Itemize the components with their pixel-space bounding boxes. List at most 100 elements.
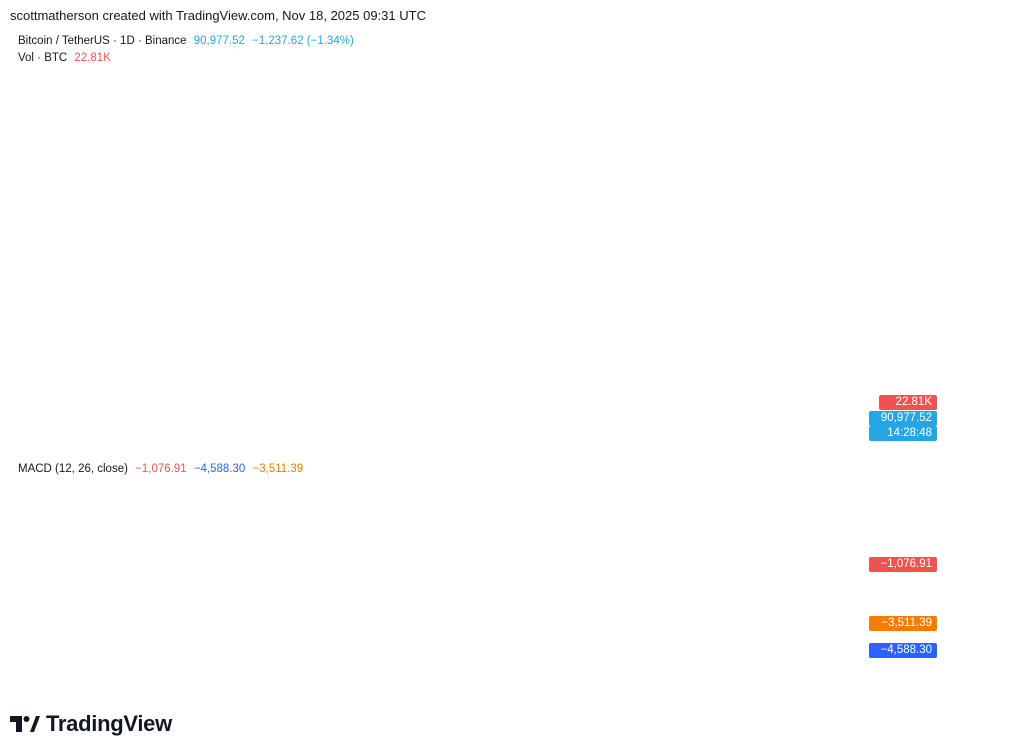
volume-bar [113, 396, 120, 454]
volume-bar [159, 414, 165, 454]
macd-hist-bar [121, 532, 127, 538]
macd-hist-bar [463, 537, 469, 543]
volume-bar [463, 419, 469, 454]
macd-line-tag: −4,588.30 [869, 643, 937, 658]
volume-bar [242, 419, 249, 454]
volume-bar [744, 391, 750, 454]
macd-hist-value: −1,076.91 [135, 463, 187, 475]
volume-bar [554, 389, 560, 454]
macd-hist-bar [721, 536, 728, 538]
symbol-name[interactable]: Bitcoin / TetherUS · 1D · Binance [18, 35, 187, 47]
volume-bar [14, 403, 21, 454]
volume-bar [68, 419, 74, 454]
macd-hist-bar [683, 529, 690, 538]
macd-hist-bar [136, 537, 142, 543]
volume-bar [121, 410, 127, 454]
macd-hist-bar [326, 530, 332, 538]
volume-bar [235, 414, 241, 454]
volume-bar [144, 414, 150, 454]
macd-hist-bar [645, 537, 652, 539]
volume-bar [622, 385, 629, 454]
volume-bar [805, 385, 811, 454]
volume-bar [379, 417, 386, 454]
macd-hist-bar [349, 527, 355, 538]
volume-tag: 22.81K [879, 395, 937, 410]
macd-hist-bar [600, 537, 606, 570]
macd-hist-bar [448, 537, 454, 547]
macd-tick-label: 0.00 [980, 531, 1004, 545]
macd-hist-bar [752, 537, 758, 552]
volume-bar [782, 408, 788, 454]
macd-hist-bar [638, 537, 644, 547]
volume-bar [676, 419, 682, 454]
volume-bar [440, 417, 446, 454]
macd-hist-bar [151, 537, 158, 549]
countdown-tag: 14:28:48 [869, 426, 937, 441]
volume-bar [569, 396, 576, 454]
chart-credit: scottmatherson created with TradingView.… [10, 8, 426, 23]
macd-hist-bar [45, 537, 51, 560]
volume-bar [334, 419, 340, 454]
macd-hist-bar [227, 537, 234, 556]
macd-hist-bar [843, 537, 849, 564]
volume-bar [615, 391, 621, 454]
macd-hist-bar [197, 537, 203, 553]
macd-hist-bar [242, 537, 249, 549]
volume-bar [356, 417, 363, 454]
volume-bar [820, 405, 826, 454]
volume-bar [311, 419, 317, 454]
volume-bar [607, 405, 614, 454]
volume-bar [828, 389, 834, 454]
volume-bar [729, 371, 735, 454]
macd-hist-bar [128, 537, 135, 539]
volume-bar [531, 362, 538, 454]
price-line [9, 67, 809, 329]
macd-hist-bar [524, 513, 530, 538]
macd-hist-bar [782, 537, 788, 545]
volume-bar [448, 421, 454, 454]
macd-hist-bar [531, 514, 538, 538]
macd-hist-bar [182, 537, 188, 553]
volume-bar [364, 412, 370, 454]
macd-hist-bar [174, 537, 180, 553]
macd-tick-label: −4,000.00 [949, 628, 1003, 642]
macd-hist-bar [698, 537, 705, 539]
macd-hist-bar [22, 537, 28, 564]
macd-hist-bar [660, 520, 667, 538]
macd-hist-bar [630, 537, 636, 554]
volume-bar [455, 421, 462, 454]
replay-bolt-icon [843, 435, 849, 447]
volume-bar [410, 426, 416, 454]
volume-bar [394, 424, 401, 454]
volume-bar [812, 417, 819, 454]
volume-bar [98, 414, 104, 454]
macd-hist-bar [539, 523, 545, 538]
macd-hist-bar [83, 531, 89, 538]
volume-bar [683, 410, 690, 454]
macd-hist-bar [303, 535, 310, 538]
volume-label[interactable]: Vol · BTC [18, 52, 68, 64]
volume-bar [767, 417, 773, 454]
volume-bar [432, 419, 439, 454]
volume-bar [60, 414, 66, 454]
macd-hist-bar [60, 537, 66, 548]
macd-hist-bar [318, 532, 325, 538]
volume-bar [508, 405, 515, 454]
macd-hist-bar [835, 537, 842, 566]
volume-bar [402, 419, 408, 454]
macd-hist-bar [273, 534, 279, 538]
macd-line [9, 475, 847, 650]
volume-bar [417, 414, 424, 454]
brand-name: TradingView [46, 711, 172, 736]
macd-hist-bar [14, 537, 21, 559]
macd-hist-bar [75, 537, 82, 539]
time-tick-label: Sep [243, 677, 265, 691]
volume-bar [250, 412, 256, 454]
time-tick-label: Aug [0, 677, 21, 691]
macd-hist-bar [676, 521, 682, 538]
macd-signal-tag: −3,511.39 [869, 616, 937, 631]
volume-bar [151, 414, 158, 454]
volume-bar [660, 421, 667, 454]
macd-label[interactable]: MACD (12, 26, close) [18, 463, 128, 475]
